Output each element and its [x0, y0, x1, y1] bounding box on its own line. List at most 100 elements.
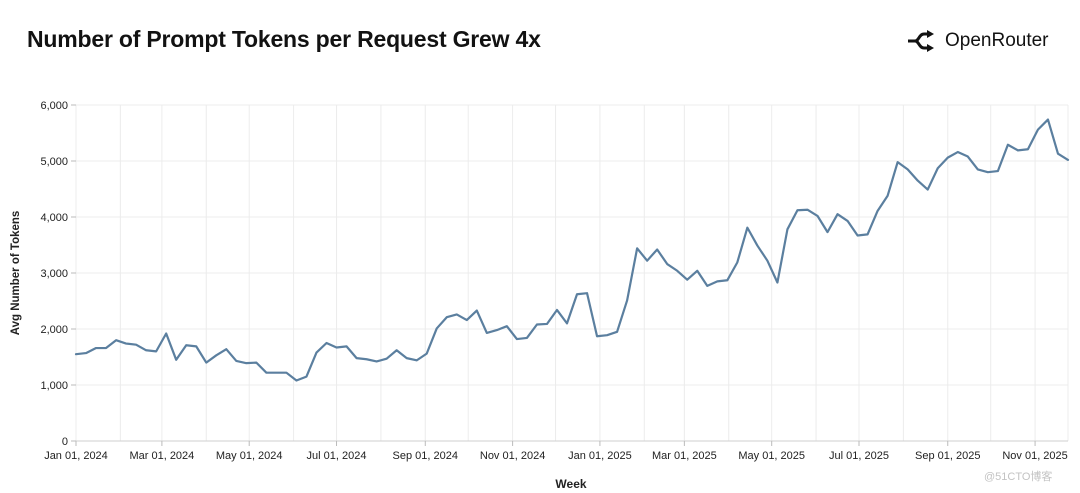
data-point [726, 279, 728, 281]
data-point [806, 209, 808, 211]
data-point [335, 346, 337, 348]
y-tick-label: 1,000 [40, 380, 68, 392]
data-point [385, 357, 387, 359]
data-point [375, 360, 377, 362]
data-point [957, 151, 959, 153]
data-point [676, 270, 678, 272]
data-point [125, 342, 127, 344]
data-point [856, 234, 858, 236]
data-point [516, 338, 518, 340]
data-point [906, 168, 908, 170]
data-point [977, 168, 979, 170]
x-tick-label: May 01, 2024 [216, 450, 283, 462]
data-point [405, 357, 407, 359]
x-tick-label: Jan 01, 2025 [568, 450, 632, 462]
data-point [165, 332, 167, 334]
data-point [556, 309, 558, 311]
data-point [696, 270, 698, 272]
data-point [355, 357, 357, 359]
y-tick-label: 2,000 [40, 324, 68, 336]
x-tick-label: Sep 01, 2025 [915, 450, 980, 462]
data-point [616, 331, 618, 333]
y-tick-label: 3,000 [40, 268, 68, 280]
data-point [896, 161, 898, 163]
data-point [526, 337, 528, 339]
x-tick-label: Sep 01, 2024 [393, 450, 458, 462]
data-point [446, 316, 448, 318]
data-point [796, 209, 798, 211]
x-axis-label: Week [555, 477, 586, 491]
grid-lines [75, 104, 1069, 442]
data-point [75, 353, 77, 355]
data-point [1017, 149, 1019, 151]
data-point [1047, 118, 1049, 120]
data-point [866, 233, 868, 235]
data-point [826, 231, 828, 233]
data-point [115, 339, 117, 341]
data-point [606, 334, 608, 336]
y-tick-label: 0 [62, 436, 68, 448]
data-point [415, 359, 417, 361]
data-point [766, 259, 768, 261]
x-tick-label: Jan 01, 2024 [44, 450, 108, 462]
data-point [185, 344, 187, 346]
data-point [1037, 128, 1039, 130]
data-point [85, 352, 87, 354]
data-point [776, 281, 778, 283]
data-point [1057, 153, 1059, 155]
data-point [175, 359, 177, 361]
data-point [285, 371, 287, 373]
data-point [135, 343, 137, 345]
data-point [666, 263, 668, 265]
series-line-avg-tokens [74, 118, 1070, 382]
data-point [626, 299, 628, 301]
data-point [456, 313, 458, 315]
openrouter-logo-icon [906, 30, 936, 52]
data-point [656, 248, 658, 250]
x-tick-label: May 01, 2025 [738, 450, 805, 462]
data-point [496, 329, 498, 331]
data-point [756, 244, 758, 246]
data-point [997, 170, 999, 172]
data-point [786, 228, 788, 230]
data-point [225, 348, 227, 350]
data-point [305, 375, 307, 377]
watermark: @51CTO博客 [984, 471, 1053, 483]
data-point [275, 371, 277, 373]
x-tick-label: Nov 01, 2025 [1002, 450, 1067, 462]
data-point [1067, 159, 1069, 161]
data-point [1007, 144, 1009, 146]
data-point [466, 319, 468, 321]
data-point [345, 345, 347, 347]
data-point [546, 323, 548, 325]
data-point [746, 226, 748, 228]
data-point [736, 261, 738, 263]
chart-title: Number of Prompt Tokens per Request Grew… [27, 26, 541, 52]
data-point [566, 322, 568, 324]
x-tick-label: Mar 01, 2024 [129, 450, 194, 462]
data-point [265, 371, 267, 373]
data-point [716, 280, 718, 282]
data-point [846, 220, 848, 222]
data-point [215, 354, 217, 356]
data-point [586, 292, 588, 294]
data-point [927, 188, 929, 190]
data-point [836, 213, 838, 215]
data-point [816, 215, 818, 217]
data-point [325, 342, 327, 344]
data-point [1027, 148, 1029, 150]
y-axis-label: Avg Number of Tokens [10, 211, 22, 336]
data-point [105, 347, 107, 349]
data-point [596, 335, 598, 337]
brand-name: OpenRouter [945, 30, 1049, 51]
data-point [145, 349, 147, 351]
x-tick-label: Jul 01, 2024 [307, 450, 367, 462]
data-point [636, 247, 638, 249]
data-point [886, 195, 888, 197]
data-point [506, 325, 508, 327]
data-point [195, 345, 197, 347]
data-point [576, 293, 578, 295]
data-point [315, 351, 317, 353]
brand: OpenRouter [906, 28, 1049, 54]
